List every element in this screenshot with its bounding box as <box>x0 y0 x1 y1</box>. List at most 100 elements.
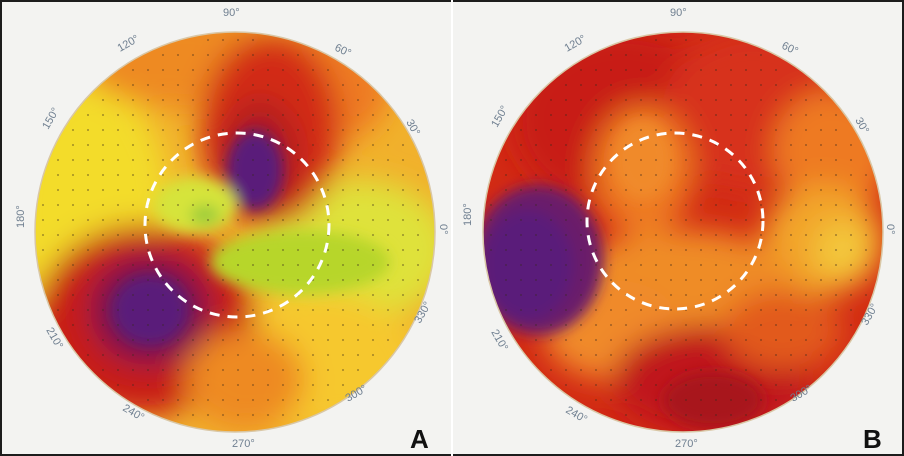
grid-dot <box>387 174 389 176</box>
grid-dot <box>402 159 404 161</box>
grid-dot <box>342 279 344 281</box>
grid-dot <box>42 234 44 236</box>
grid-dot <box>252 99 254 101</box>
grid-dot <box>520 249 522 251</box>
grid-dot <box>655 144 657 146</box>
grid-dot <box>282 354 284 356</box>
grid-dot <box>715 384 717 386</box>
grid-dot <box>297 264 299 266</box>
grid-dot <box>775 354 777 356</box>
grid-dot <box>87 264 89 266</box>
grid-dot <box>715 339 717 341</box>
grid-dot <box>640 189 642 191</box>
grid-dot <box>595 309 597 311</box>
angle-label: 90° <box>670 7 687 19</box>
grid-dot <box>267 204 269 206</box>
grid-dot <box>162 204 164 206</box>
grid-dot <box>805 159 807 161</box>
grid-dot <box>177 249 179 251</box>
grid-dot <box>850 189 852 191</box>
grid-dot <box>192 69 194 71</box>
grid-dot <box>57 174 59 176</box>
grid-dot <box>610 144 612 146</box>
grid-dot <box>655 384 657 386</box>
grid-dot <box>730 219 732 221</box>
angle-label: 60° <box>333 42 353 60</box>
grid-dot <box>655 309 657 311</box>
grid-dot <box>192 384 194 386</box>
grid-dot <box>685 159 687 161</box>
grid-dot <box>237 84 239 86</box>
grid-dot <box>745 264 747 266</box>
grid-dot <box>162 279 164 281</box>
grid-dot <box>252 414 254 416</box>
grid-dot <box>625 204 627 206</box>
grid-dot <box>820 114 822 116</box>
grid-dot <box>670 159 672 161</box>
grid-dot <box>177 114 179 116</box>
grid-dot <box>730 309 732 311</box>
grid-dot <box>132 354 134 356</box>
grid-dot <box>865 174 867 176</box>
grid-dot <box>192 294 194 296</box>
grid-dot <box>490 204 492 206</box>
grid-dot <box>745 129 747 131</box>
grid-dot <box>820 279 822 281</box>
grid-dot <box>297 114 299 116</box>
grid-dot <box>117 84 119 86</box>
grid-dot <box>655 114 657 116</box>
grid-dot <box>87 249 89 251</box>
grid-dot <box>655 234 657 236</box>
grid-dot <box>790 84 792 86</box>
grid-dot <box>595 264 597 266</box>
grid-dot <box>535 204 537 206</box>
grid-dot <box>685 279 687 281</box>
grid-dot <box>610 294 612 296</box>
grid-dot <box>655 99 657 101</box>
grid-dot <box>102 189 104 191</box>
grid-dot <box>372 324 374 326</box>
grid-dot <box>252 114 254 116</box>
grid-dot <box>297 159 299 161</box>
grid-dot <box>237 354 239 356</box>
grid-dot <box>670 324 672 326</box>
grid-dot <box>565 369 567 371</box>
heatmap-b <box>483 32 883 432</box>
grid-dot <box>745 249 747 251</box>
grid-dot <box>357 174 359 176</box>
grid-dot <box>117 264 119 266</box>
grid-dot <box>595 399 597 401</box>
grid-dot <box>222 39 224 41</box>
grid-dot <box>117 324 119 326</box>
grid-dot <box>625 384 627 386</box>
grid-dot <box>402 309 404 311</box>
grid-dot <box>402 204 404 206</box>
grid-dot <box>655 39 657 41</box>
grid-dot <box>700 369 702 371</box>
grid-dot <box>640 309 642 311</box>
grid-dot <box>417 294 419 296</box>
grid-dot <box>805 249 807 251</box>
grid-dot <box>357 369 359 371</box>
grid-dot <box>222 129 224 131</box>
grid-dot <box>177 159 179 161</box>
grid-dot <box>580 309 582 311</box>
grid-dot <box>670 309 672 311</box>
grid-dot <box>312 264 314 266</box>
grid-dot <box>580 144 582 146</box>
grid-dot <box>835 174 837 176</box>
grid-dot <box>327 279 329 281</box>
grid-dot <box>177 354 179 356</box>
grid-dot <box>730 99 732 101</box>
grid-dot <box>850 294 852 296</box>
grid-dot <box>565 264 567 266</box>
grid-dot <box>327 219 329 221</box>
grid-dot <box>760 339 762 341</box>
grid-dot <box>222 54 224 56</box>
grid-dot <box>565 354 567 356</box>
grid-dot <box>117 234 119 236</box>
grid-dot <box>835 234 837 236</box>
grid-dot <box>595 204 597 206</box>
grid-dot <box>595 159 597 161</box>
grid-dot <box>177 339 179 341</box>
